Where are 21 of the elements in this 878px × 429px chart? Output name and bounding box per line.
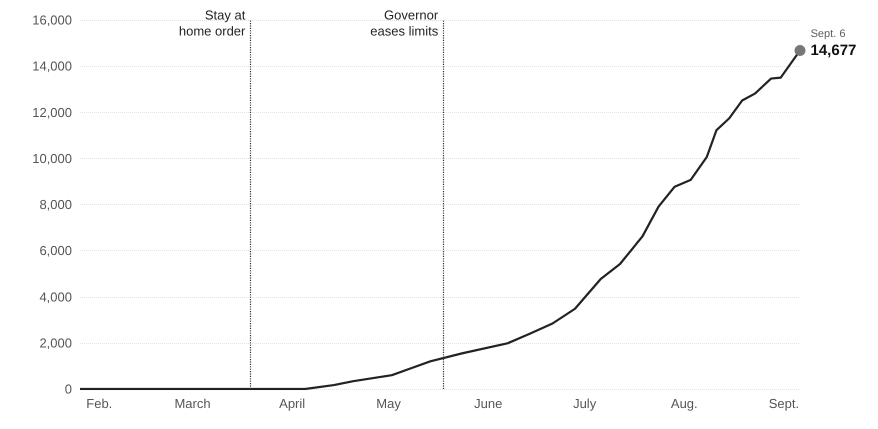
x-tick-label: Feb. xyxy=(86,396,112,411)
y-tick-label: 14,000 xyxy=(32,58,72,74)
ref-line-label: Stay at home order xyxy=(178,8,246,38)
y-tick-label: 12,000 xyxy=(32,104,72,120)
y-tick-label: 10,000 xyxy=(32,150,72,166)
x-tick-label: June xyxy=(474,396,502,411)
ref-line-label: Governor eases limits xyxy=(370,8,439,38)
y-tick-label: 6,000 xyxy=(39,243,72,258)
y-tick-label: 0 xyxy=(64,382,72,396)
y-tick-label: 4,000 xyxy=(39,289,72,304)
x-tick-label: Aug. xyxy=(670,396,698,411)
x-tick-label: Sept. xyxy=(768,396,800,411)
x-tick-label: March xyxy=(174,396,211,411)
annotation: Sept. 6 xyxy=(810,28,846,40)
y-tick-label: 8,000 xyxy=(39,197,72,212)
x-tick-label: July xyxy=(573,396,597,411)
y-tick-label: 2,000 xyxy=(39,335,72,350)
data-label: 14,677 xyxy=(810,42,856,60)
y-tick-label: 16,000 xyxy=(32,12,72,28)
x-tick-label: May xyxy=(376,396,402,411)
x-tick-label: April xyxy=(279,396,306,411)
